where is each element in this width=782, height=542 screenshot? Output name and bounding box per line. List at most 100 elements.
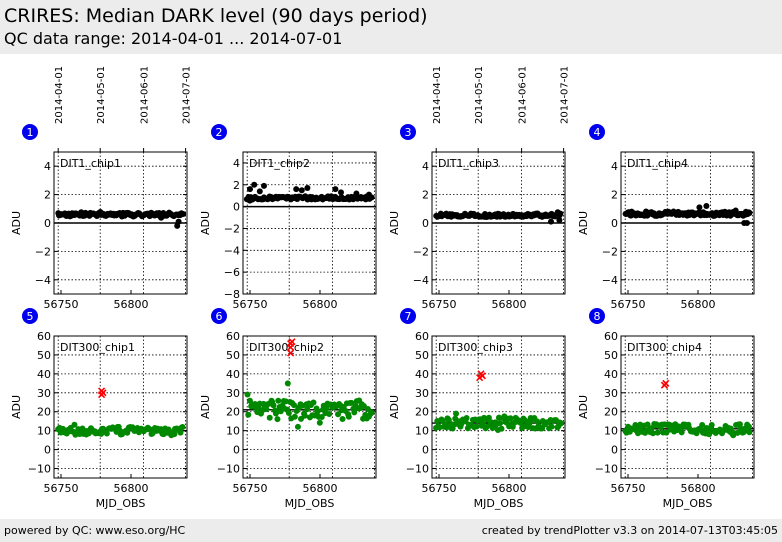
y-tick-label: 0 [233, 444, 240, 457]
data-point [678, 429, 685, 436]
footer-credit: powered by QC: www.eso.org/HC [4, 524, 186, 537]
y-tick-label: −10 [217, 463, 240, 476]
data-point [318, 414, 325, 421]
x-tick-label: 56750 [233, 482, 268, 495]
panel-number-badge [22, 308, 38, 324]
y-tick-label: 50 [415, 349, 429, 362]
data-point [175, 218, 182, 225]
data-point [285, 409, 292, 416]
data-point [179, 424, 186, 431]
data-point [245, 411, 252, 418]
y-tick-label: 10 [415, 425, 429, 438]
y-tick-label: 4 [611, 160, 618, 173]
y-tick-label: 50 [37, 349, 51, 362]
data-point [557, 210, 564, 217]
data-point [256, 188, 263, 195]
y-tick-label: 10 [604, 425, 618, 438]
x-axis-label: MJD_OBS [663, 497, 713, 510]
x-tick-label: 56750 [611, 482, 646, 495]
data-point [261, 182, 267, 189]
date-tick-label: 2014-04-01 [432, 66, 443, 124]
date-tick-label: 2014-06-01 [518, 66, 529, 124]
panel-label: DIT1_chip1 [60, 157, 121, 170]
y-tick-label: −10 [406, 463, 429, 476]
chart-panel-7: −10 0 10 20 30 40 50 60 56750 56800 ADU MJD_OBS DIT3… [388, 308, 566, 510]
data-point [247, 186, 253, 193]
y-tick-label: 10 [226, 425, 240, 438]
x-tick-label: 56750 [44, 482, 79, 495]
data-point [654, 429, 661, 436]
panel-number: 7 [405, 310, 412, 323]
data-point [316, 419, 323, 426]
y-tick-label: −4 [35, 274, 51, 287]
chart-panel-2: −8 −6 −4 −2 0 2 4 56750 56800 ADU DIT1_chip2 2 [199, 124, 377, 311]
y-tick-label: −8 [224, 288, 240, 301]
data-point [251, 181, 258, 188]
y-tick-label: 40 [415, 368, 429, 381]
data-point [304, 406, 311, 413]
y-tick-label: 40 [604, 368, 618, 381]
data-point [291, 402, 298, 409]
data-point [294, 423, 301, 430]
data-point [326, 411, 333, 418]
date-tick-label: 2014-05-01 [96, 66, 107, 124]
data-point [473, 423, 480, 430]
x-tick-label: 56800 [492, 298, 527, 311]
chart-panel-1: −4 −2 0 2 4 56750 56800 ADU DIT1_chip1 1 [10, 124, 188, 311]
panel-label: DIT300_chip1 [60, 341, 135, 354]
x-tick-label: 56750 [422, 482, 457, 495]
panel-label: DIT300_chip2 [249, 341, 324, 354]
y-tick-label: 0 [44, 444, 51, 457]
data-point [291, 413, 298, 420]
data-point [745, 423, 752, 430]
data-point [648, 425, 655, 432]
y-tick-label: 30 [604, 387, 618, 400]
outlier-point [99, 389, 107, 397]
date-tick-label: 2014-06-01 [140, 66, 151, 124]
panel-number: 3 [405, 126, 412, 139]
y-tick-label: 2 [233, 179, 240, 192]
data-point [345, 413, 352, 420]
data-point [180, 211, 187, 218]
data-point [558, 420, 565, 427]
data-point [556, 217, 563, 224]
data-point [301, 412, 308, 419]
chart-panel-6: −10 0 10 20 30 40 50 60 56750 56800 ADU MJD_OBS DIT3… [199, 308, 377, 510]
y-axis-label: ADU [199, 395, 212, 419]
y-tick-label: 10 [37, 425, 51, 438]
data-point [293, 186, 300, 193]
panel-number-badge [589, 124, 605, 140]
outlier-point [478, 372, 486, 380]
date-tick-label: 2014-04-01 [54, 66, 65, 124]
data-point [453, 410, 460, 417]
panel-number-badge [22, 124, 38, 140]
panel-number-badge [589, 308, 605, 324]
panel-label: DIT1_chip3 [438, 157, 499, 170]
y-axis-label: ADU [199, 211, 212, 235]
date-tick-label: 2014-07-01 [182, 66, 193, 124]
footer-bar: powered by QC: www.eso.org/HC created by… [0, 519, 782, 542]
x-axis-label: MJD_OBS [96, 497, 146, 510]
chart-panel-4: −4 −2 0 2 4 56750 56800 ADU DIT1_chip4 4 [577, 124, 755, 311]
data-point [298, 187, 305, 194]
panel-number: 1 [27, 126, 34, 139]
data-point [479, 420, 486, 427]
data-point [71, 421, 78, 428]
y-tick-label: −2 [35, 245, 51, 258]
header-bar: CRIRES: Median DARK level (90 days perio… [0, 0, 782, 54]
y-tick-label: 30 [415, 387, 429, 400]
y-tick-label: 0 [44, 217, 51, 230]
y-tick-label: −2 [413, 245, 429, 258]
panel-number-badge [400, 124, 416, 140]
data-point [275, 397, 282, 404]
panel-number-badge [400, 308, 416, 324]
y-tick-label: −4 [224, 244, 240, 257]
outlier-point [662, 379, 670, 387]
data-point [644, 421, 651, 428]
y-tick-label: 30 [37, 387, 51, 400]
y-tick-label: 4 [44, 160, 51, 173]
y-axis-label: ADU [577, 211, 590, 235]
chart-panel-8: −10 0 10 20 30 40 50 60 56750 56800 ADU MJD_OBS DIT3… [577, 308, 755, 510]
data-point [323, 405, 330, 412]
page-subtitle: QC data range: 2014-04-01 ... 2014-07-01 [4, 29, 343, 48]
